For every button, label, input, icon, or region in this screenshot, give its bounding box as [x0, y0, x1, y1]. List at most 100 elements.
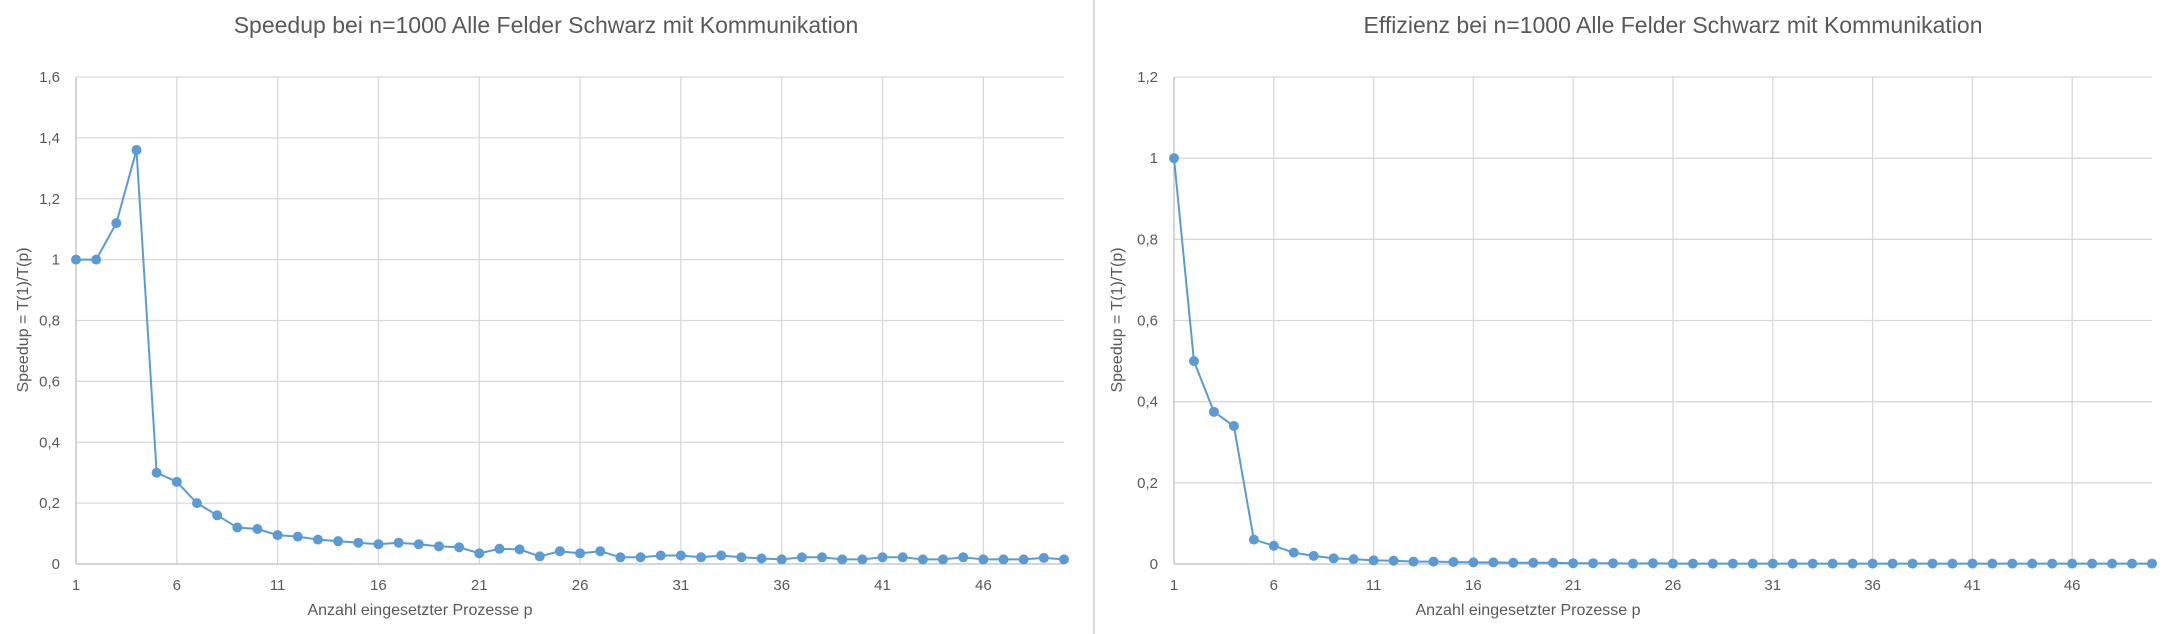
data-point	[272, 530, 283, 541]
data-point	[1038, 552, 1049, 563]
x-tick-label: 41	[1964, 577, 1981, 594]
data-point	[1867, 558, 1878, 569]
data-point	[1428, 556, 1439, 567]
effizienz-series	[1169, 153, 2157, 569]
data-point	[575, 548, 586, 559]
data-point	[1468, 557, 1479, 568]
data-point	[1348, 554, 1359, 565]
speedup-chart: Speedup bei n=1000 Alle Felder Schwarz m…	[15, 12, 1069, 619]
data-point	[373, 539, 384, 550]
data-point	[1388, 555, 1399, 566]
x-tick-label: 1	[72, 577, 80, 594]
data-point	[1508, 557, 1519, 568]
data-point	[131, 145, 142, 156]
data-point	[1488, 557, 1499, 568]
x-tick-label: 41	[874, 577, 891, 594]
x-tick-label: 31	[1764, 577, 1781, 594]
data-point	[756, 553, 767, 564]
data-point	[1018, 554, 1029, 565]
x-tick-label: 16	[1465, 577, 1482, 594]
x-tick-label: 26	[1665, 577, 1682, 594]
data-point	[353, 537, 364, 548]
data-point	[1448, 556, 1459, 567]
data-point	[292, 531, 303, 542]
y-tick-label: 0	[52, 556, 60, 573]
x-tick-label: 16	[370, 577, 387, 594]
data-point	[1548, 557, 1559, 568]
data-point	[675, 550, 686, 561]
data-point	[1827, 558, 1838, 569]
data-point	[857, 554, 868, 565]
data-point	[2127, 558, 2138, 569]
data-point	[1747, 558, 1758, 569]
y-tick-label: 1,2	[1137, 69, 1158, 86]
x-tick-label: 31	[673, 577, 690, 594]
data-point	[554, 546, 565, 557]
data-point	[1059, 554, 1069, 565]
data-point	[998, 554, 1009, 565]
x-tick-label: 46	[975, 577, 992, 594]
data-point	[595, 546, 606, 557]
gridlines	[1173, 76, 2152, 565]
y-tick-label: 1	[52, 252, 60, 269]
data-point	[1987, 558, 1998, 569]
data-point	[191, 498, 202, 509]
x-axis-ticks: 1 6 11 16 21 26 31 36 41 46	[1170, 577, 2081, 594]
data-point	[2107, 558, 2118, 569]
data-point	[71, 254, 81, 265]
data-point	[1887, 558, 1898, 569]
x-axis-ticks: 1 6 11 16 21 26 31 36 41 46	[72, 577, 992, 594]
data-point	[534, 551, 545, 562]
data-point	[736, 552, 747, 563]
data-point	[111, 218, 122, 229]
data-point	[2027, 558, 2038, 569]
data-point	[1588, 558, 1599, 569]
gridlines	[75, 76, 1064, 565]
data-point	[978, 554, 989, 565]
data-point	[91, 254, 102, 265]
data-point	[1308, 550, 1319, 561]
data-point	[877, 552, 888, 563]
data-point	[1667, 558, 1678, 569]
x-tick-label: 6	[1270, 577, 1278, 594]
data-point	[1248, 534, 1259, 545]
y-tick-label: 0	[1150, 556, 1158, 573]
data-point	[1568, 558, 1579, 569]
data-point	[1807, 558, 1818, 569]
y-tick-label: 0,8	[1137, 231, 1158, 248]
y-axis-ticks: 0 0,2 0,4 0,6 0,8 1 1,2	[1137, 69, 1158, 573]
x-tick-label: 46	[2064, 577, 2081, 594]
data-point	[312, 534, 323, 545]
data-point	[1228, 421, 1239, 432]
data-point	[2047, 558, 2058, 569]
data-point	[151, 467, 162, 478]
y-tick-label: 1,4	[39, 130, 60, 147]
data-point	[1288, 547, 1299, 558]
x-tick-label: 6	[173, 577, 181, 594]
data-point	[1648, 558, 1659, 569]
y-tick-label: 0,4	[39, 434, 60, 451]
x-tick-label: 21	[1565, 577, 1582, 594]
data-point	[393, 537, 404, 548]
y-tick-label: 0,6	[39, 373, 60, 390]
data-point	[1687, 558, 1698, 569]
data-point	[2007, 558, 2018, 569]
y-tick-label: 0,4	[1137, 394, 1158, 411]
x-tick-label: 36	[773, 577, 790, 594]
data-point	[454, 542, 465, 553]
data-point	[1947, 558, 1958, 569]
data-point	[1927, 558, 1938, 569]
data-point	[1727, 558, 1738, 569]
y-tick-label: 0,2	[1137, 475, 1158, 492]
data-point	[696, 552, 707, 563]
series-line	[1173, 158, 2152, 565]
data-point	[1767, 558, 1778, 569]
panel-divider	[1093, 0, 1095, 634]
data-point	[938, 554, 949, 565]
chart-title: Effizienz bei n=1000 Alle Felder Schwarz…	[1364, 12, 1983, 38]
data-point	[796, 552, 807, 563]
data-point	[333, 536, 344, 547]
series-line	[76, 149, 1065, 561]
data-point	[635, 552, 646, 563]
data-point	[1408, 556, 1419, 567]
